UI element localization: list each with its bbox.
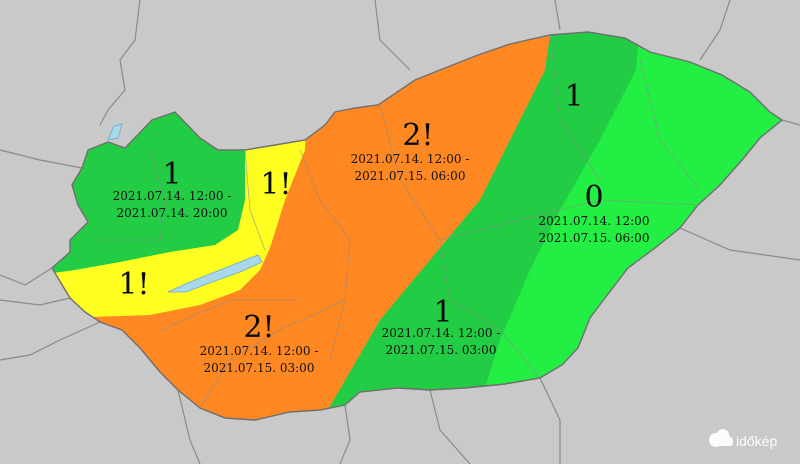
region-label-balaton-yellow: 1! (118, 267, 149, 302)
date-to: 2021.07.14. 20:00 (117, 206, 228, 220)
lake-ferto (107, 123, 123, 141)
date-from: 2021.07.14. 12:00 - (382, 326, 501, 340)
date-from: 2021.07.14. 12:00 - (113, 189, 232, 203)
region-label-nw: 1 2021.07.14. 12:00 - 2021.07.14. 20:00 (113, 157, 232, 220)
date-from: 2021.07.14. 12:00 (539, 214, 650, 228)
level-text: 1 (162, 157, 181, 192)
hungary-border (51, 31, 784, 421)
brand-logo: időkép (709, 429, 777, 449)
level-text: 1 (564, 79, 583, 114)
region-label-ne-band: 1 (564, 79, 583, 114)
level-text: 1! (260, 167, 291, 202)
level-text: 1 (433, 295, 452, 330)
region-label-center-north: 2! 2021.07.14. 12:00 - 2021.07.15. 06:00 (351, 118, 470, 183)
date-to: 2021.07.15. 06:00 (355, 169, 466, 183)
level-text: 2! (402, 118, 433, 153)
region-label-se-band: 1 2021.07.14. 12:00 - 2021.07.15. 03:00 (382, 295, 501, 357)
level-text: 1! (118, 267, 149, 302)
date-to: 2021.07.15. 03:00 (204, 361, 315, 375)
cloud-logo-icon (709, 429, 733, 447)
date-from: 2021.07.14. 12:00 - (351, 152, 470, 166)
lake-balaton (167, 254, 263, 293)
county-lines (100, 34, 701, 409)
region-label-east: 0 2021.07.14. 12:00 2021.07.15. 06:00 (539, 180, 650, 245)
date-to: 2021.07.15. 03:00 (386, 343, 497, 357)
region-label-north-yellow: 1! (260, 167, 291, 202)
brand-name: időkép (736, 433, 777, 449)
level-text: 0 (584, 180, 603, 215)
level-text: 2! (243, 310, 274, 345)
date-to: 2021.07.15. 06:00 (539, 231, 650, 245)
date-from: 2021.07.14. 12:00 - (200, 344, 319, 358)
region-label-south-orange: 2! 2021.07.14. 12:00 - 2021.07.15. 03:00 (200, 310, 319, 375)
